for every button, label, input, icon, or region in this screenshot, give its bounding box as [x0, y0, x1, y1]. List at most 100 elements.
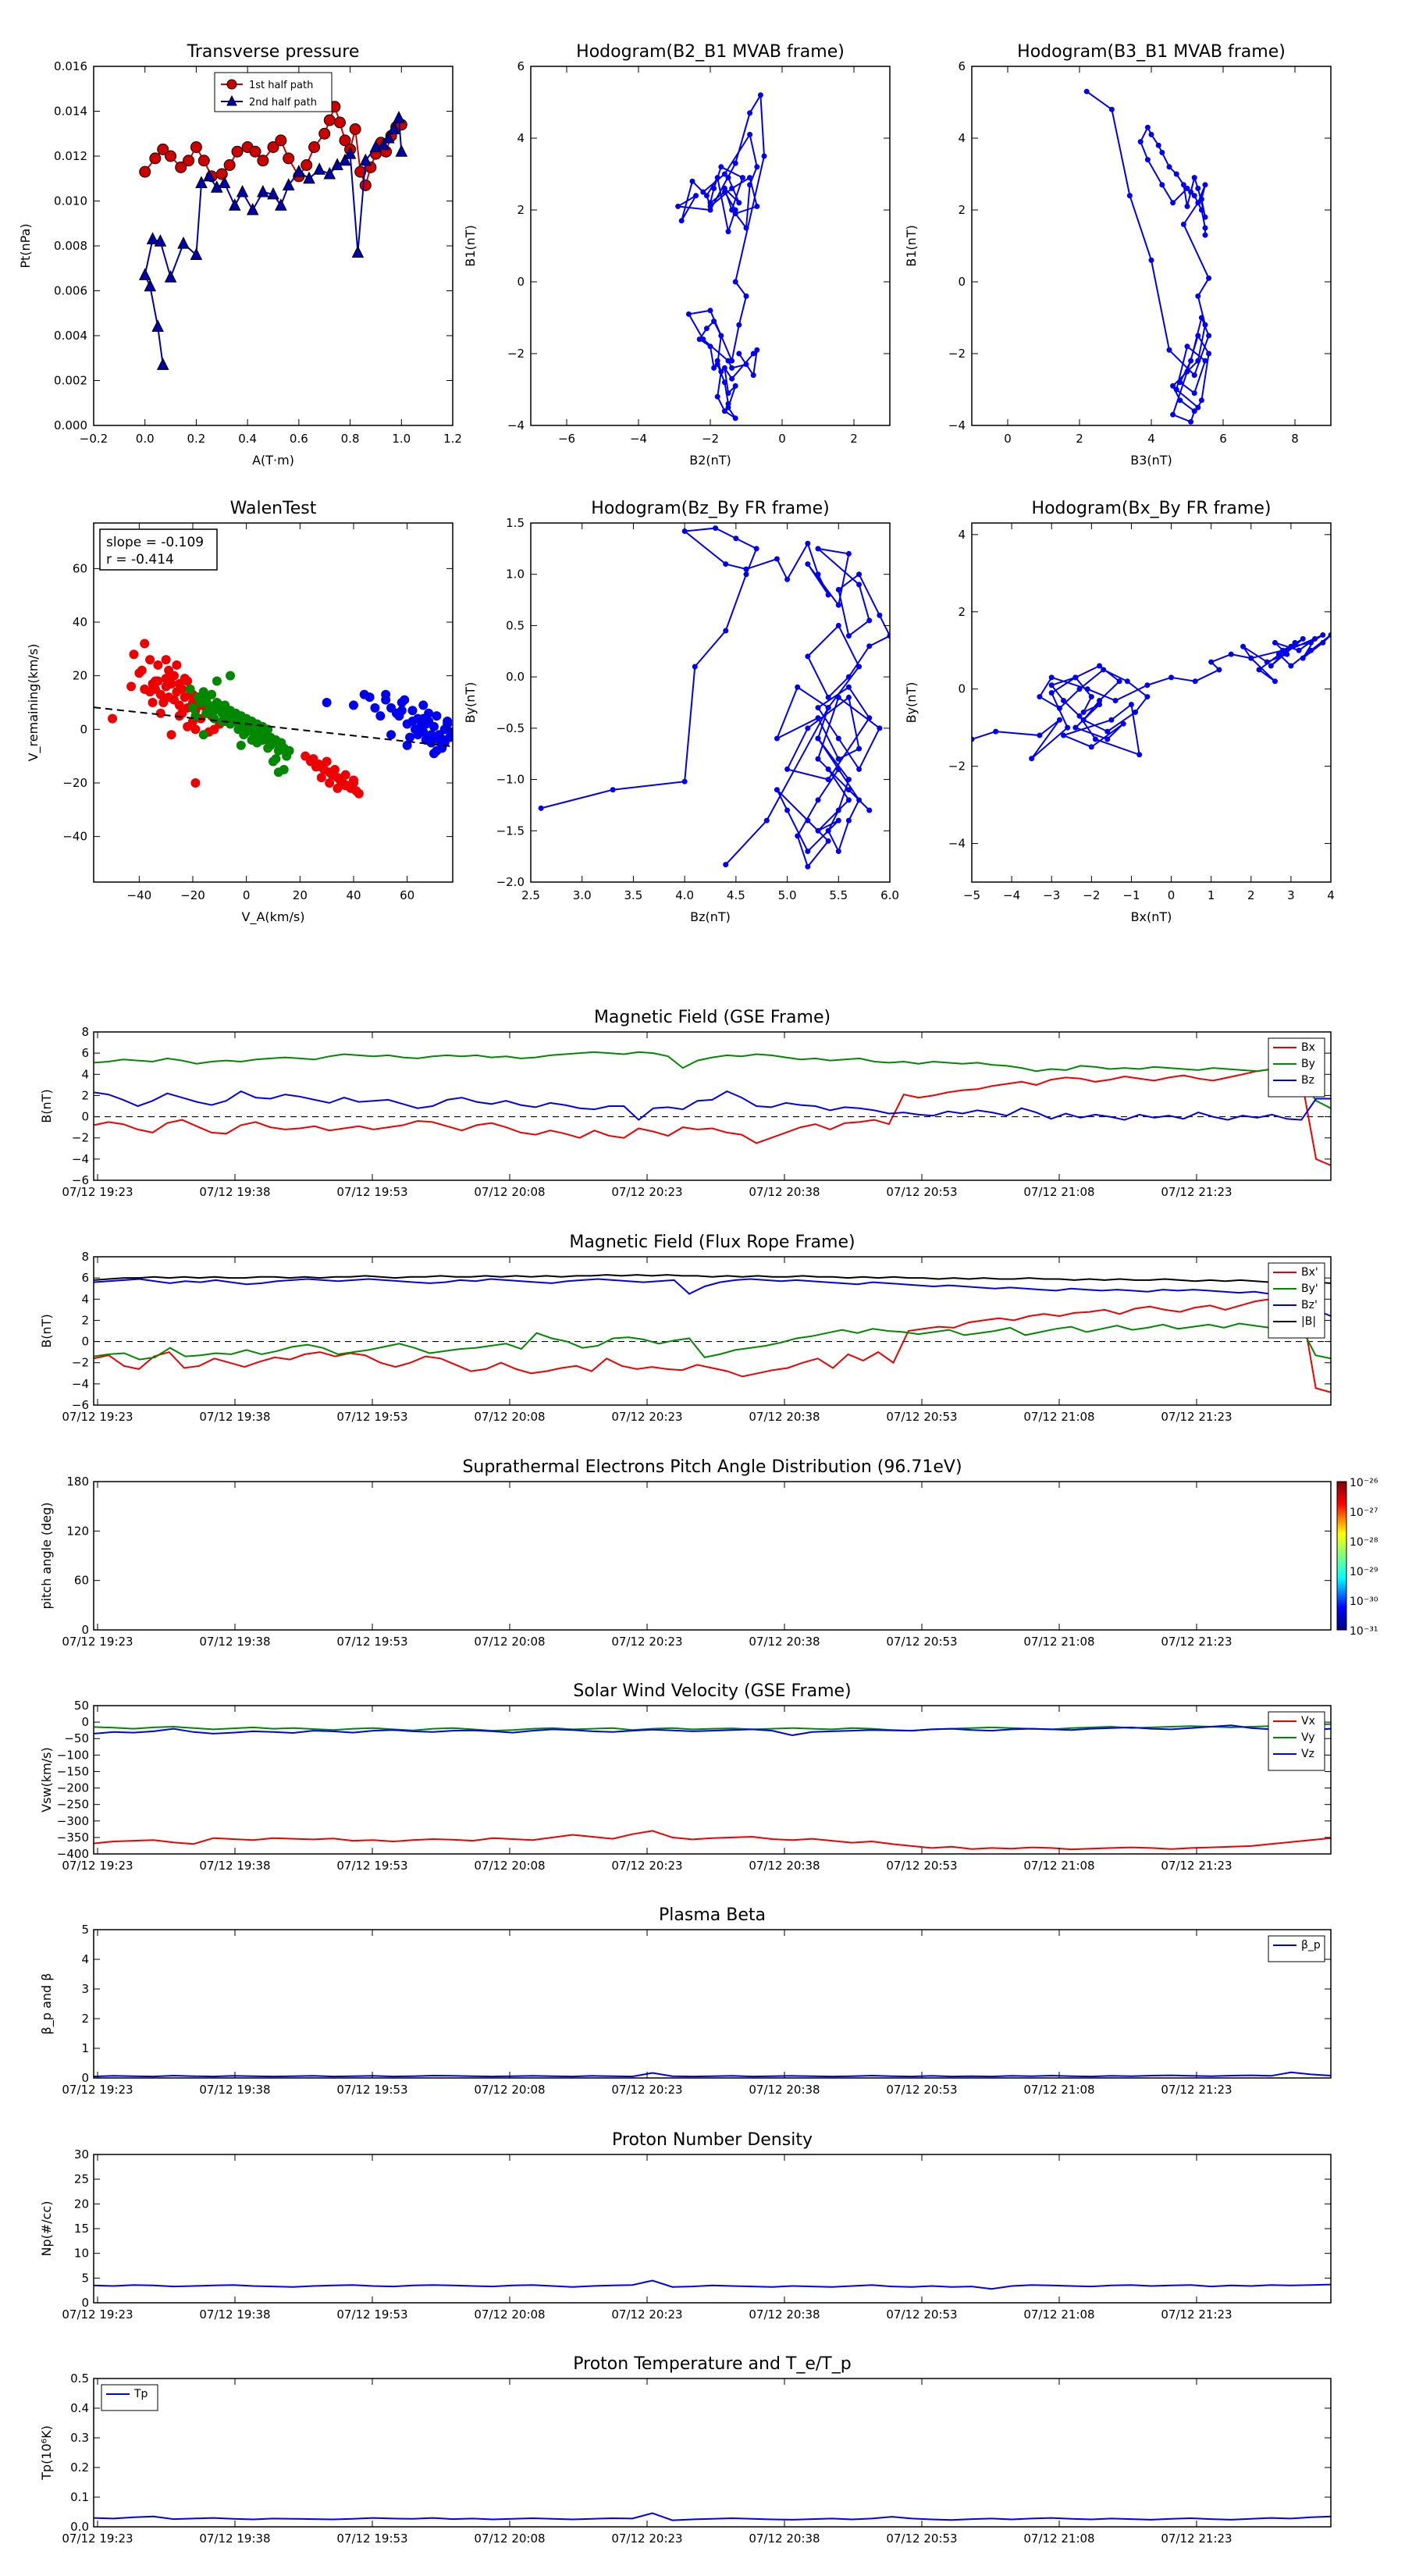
data-point — [340, 781, 350, 791]
legend-label: |B| — [1301, 1315, 1316, 1328]
data-point — [538, 805, 544, 811]
x-tick-label: 2 — [1076, 432, 1083, 446]
data-point — [1144, 694, 1151, 700]
series-0 — [675, 92, 767, 422]
series-2 — [322, 689, 453, 759]
x-tick-label: 4 — [1147, 432, 1155, 446]
chart-title: Magnetic Field (Flux Rope Frame) — [569, 1233, 855, 1252]
data-point — [1072, 674, 1079, 681]
data-point — [139, 165, 151, 178]
data-point — [835, 766, 841, 772]
data-point — [805, 849, 811, 855]
data-point — [732, 160, 738, 166]
data-point — [140, 639, 150, 649]
x-tick-label: 4.5 — [727, 888, 745, 902]
data-point — [172, 660, 182, 670]
data-point — [145, 655, 155, 665]
data-point — [1037, 694, 1043, 700]
plot-area — [94, 1274, 1331, 1393]
y-tick-label: 0 — [81, 1110, 89, 1124]
y-tick-label: 0.1 — [70, 2490, 89, 2504]
data-point — [1037, 732, 1043, 738]
data-point — [825, 592, 831, 598]
data-point — [198, 730, 208, 740]
x-tick-label: −6 — [558, 432, 575, 446]
chart-pt: −0.2 0.0 0.2 0.4 0.6 0.8 1.0 1.2 0.000 0.002 0.004… — [18, 42, 462, 468]
y-tick-label: −4 — [948, 837, 966, 851]
legend-label: By' — [1301, 1283, 1318, 1295]
x-tick-label: 07/12 19:53 — [336, 1410, 407, 1424]
y-axis-label: B1(nT) — [463, 225, 478, 267]
x-tick-label: 07/12 20:08 — [474, 2083, 545, 2097]
plot-frame — [93, 2154, 1332, 2304]
x-tick-label: 0.4 — [238, 432, 257, 446]
data-point — [174, 700, 184, 710]
data-point — [714, 361, 720, 368]
data-point — [1188, 358, 1194, 364]
x-tick-label: 07/12 20:53 — [886, 1410, 957, 1424]
data-point — [348, 700, 358, 710]
data-point — [723, 862, 729, 868]
y-tick-label: 0 — [80, 722, 87, 736]
data-point — [1029, 756, 1035, 762]
data-point — [1195, 404, 1201, 411]
data-point — [721, 171, 727, 177]
data-point — [252, 738, 262, 748]
data-point — [784, 807, 791, 813]
x-tick-label: −0.2 — [80, 432, 108, 446]
data-point — [354, 165, 367, 178]
data-point — [293, 165, 305, 177]
y-tick-label: 0 — [81, 1623, 89, 1637]
x-axis-label: Bx(nT) — [1131, 909, 1172, 924]
data-point — [1159, 182, 1165, 188]
data-point — [169, 671, 179, 681]
data-point — [351, 245, 365, 258]
x-tick-label: 07/12 19:38 — [199, 2532, 270, 2546]
data-point — [845, 684, 852, 690]
data-point — [1198, 196, 1204, 202]
y-tick-label: −4 — [72, 1377, 89, 1391]
x-tick-label: 07/12 21:23 — [1161, 2307, 1232, 2322]
data-point — [835, 756, 841, 762]
plot-frame — [93, 1929, 1332, 2079]
data-point — [180, 674, 190, 684]
legend-label: Bz' — [1301, 1299, 1318, 1311]
y-tick-label: −0.5 — [496, 721, 525, 735]
chart-title: WalenTest — [230, 499, 317, 518]
data-point — [993, 728, 999, 735]
x-tick-label: 8 — [1291, 432, 1299, 446]
chart-walen: −40 −20 0 20 40 60 −40 −20 0 20 40 60 WalenTest V_A(k… — [26, 499, 454, 925]
y-tick-label: 2 — [517, 203, 525, 217]
data-point — [215, 700, 225, 710]
chart-title: Transverse pressure — [187, 42, 360, 62]
y-tick-label: −2 — [507, 347, 525, 361]
x-tick-label: 4.0 — [675, 888, 694, 902]
data-point — [725, 390, 731, 397]
y-tick-label: −100 — [57, 1748, 89, 1762]
data-point — [273, 767, 283, 777]
y-tick-label: 0.008 — [54, 239, 87, 253]
y-tick-label: 2 — [958, 605, 966, 619]
data-point — [1276, 651, 1282, 657]
y-tick-label: 4 — [81, 1067, 89, 1081]
y-tick-label: 4 — [81, 1952, 89, 1966]
data-point — [825, 827, 831, 834]
y-tick-label: −6 — [72, 1173, 89, 1187]
data-point — [1177, 397, 1183, 404]
data-point — [825, 705, 831, 711]
data-point — [1191, 372, 1197, 379]
data-point — [877, 612, 883, 618]
data-point — [284, 745, 294, 756]
legend-label: Bx — [1301, 1041, 1315, 1054]
y-tick-label: −1.0 — [496, 773, 525, 787]
data-point — [815, 756, 821, 762]
y-tick-label: −200 — [57, 1781, 89, 1795]
data-point — [732, 415, 738, 422]
data-point — [736, 200, 742, 206]
data-point — [196, 695, 206, 705]
legend-label: 2nd half path — [249, 97, 317, 109]
data-point — [157, 143, 169, 155]
data-point — [311, 762, 321, 772]
data-point — [845, 797, 852, 803]
data-point — [845, 633, 852, 639]
